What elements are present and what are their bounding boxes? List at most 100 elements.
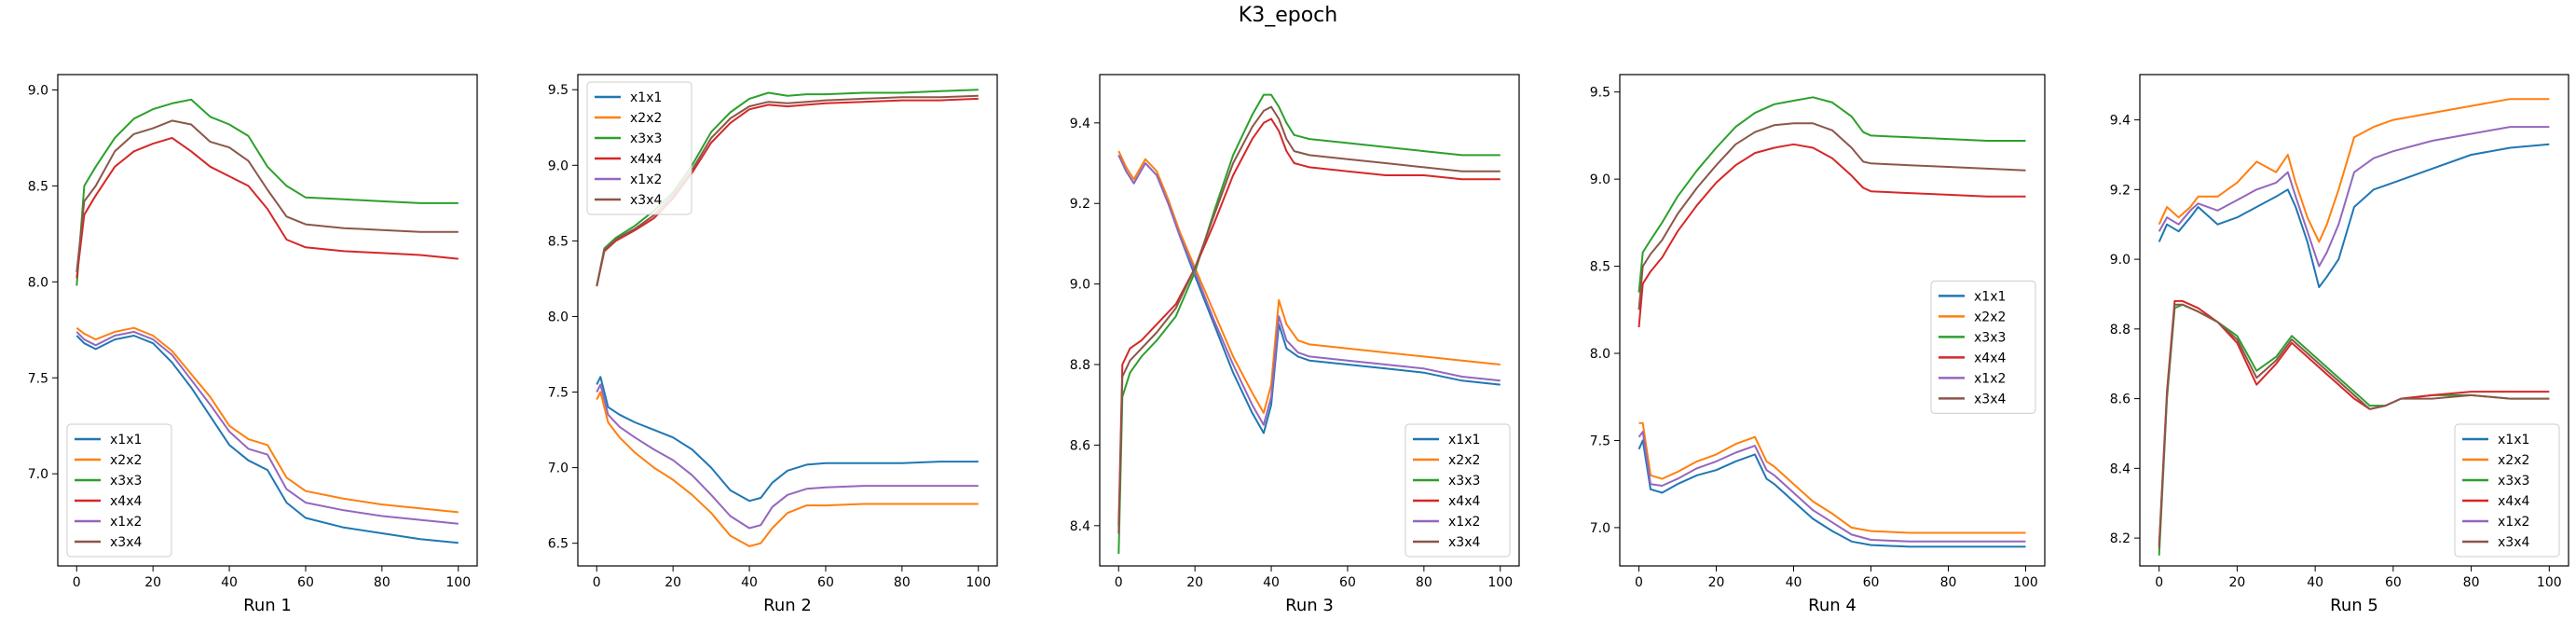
series-line-x3x4 [1117, 105, 1500, 534]
series-line-x3x4 [75, 119, 459, 273]
series-line-x2x2 [596, 391, 979, 547]
y-tick-label: 8.5 [548, 234, 569, 249]
series-line-x2x2 [2158, 98, 2550, 243]
series-line-x2x2 [1638, 421, 2026, 534]
legend-label-x4x4: x4x4 [1974, 351, 2006, 365]
x-tick-label: 60 [2385, 575, 2402, 590]
x-tick-label: 20 [144, 575, 161, 590]
legend-label-x3x3: x3x3 [2498, 474, 2529, 489]
x-tick-label: 40 [2307, 575, 2323, 590]
legend-box [1930, 280, 2036, 414]
legend-label-x2x2: x2x2 [630, 111, 662, 126]
legend-label-x1x2: x1x2 [110, 515, 142, 530]
legend-label-x4x4: x4x4 [110, 494, 142, 509]
series-line-x1x2 [1637, 431, 2026, 543]
x-tick-label: 60 [1339, 575, 1356, 590]
x-tick-label: 100 [966, 575, 991, 590]
x-axis-label: Run 1 [243, 596, 292, 615]
legend-label-x3x4: x3x4 [110, 535, 142, 550]
figure-title: K3_epoch [1238, 4, 1338, 27]
y-tick-label: 9.0 [28, 83, 48, 98]
chart-panel-5: 0 20 40 60 80 100 8.2 8.4 8.6 8.8 9.0 9.2 9.4 Run 5 x1… [2110, 74, 2569, 615]
series-line-x1x1 [596, 376, 979, 503]
x-axis-label: Run 2 [763, 596, 812, 615]
legend-label-x2x2: x2x2 [2498, 453, 2529, 468]
series-line-x4x4 [1117, 117, 1500, 526]
legend-label-x3x4: x3x4 [1448, 535, 1480, 550]
x-tick-label: 80 [1416, 575, 1432, 590]
y-tick-label: 6.5 [548, 537, 569, 552]
y-tick-label: 9.2 [2110, 183, 2131, 198]
legend-box [1404, 423, 1511, 558]
y-tick-label: 9.5 [1590, 86, 1610, 101]
legend-label-x3x3: x3x3 [1448, 474, 1480, 489]
series-line-x3x4 [2158, 303, 2550, 549]
legend: x1x1 x2x2 x3x3 x4x4 x1x2 x3x4 [586, 81, 692, 215]
legend-label-x3x3: x3x3 [110, 474, 142, 489]
x-tick-label: 40 [741, 575, 758, 590]
legend: x1x1 x2x2 x3x3 x4x4 x1x2 x3x4 [1404, 423, 1511, 558]
series-line-x1x2 [75, 330, 459, 525]
y-tick-label: 8.6 [2110, 393, 2131, 407]
y-tick-label: 7.5 [28, 371, 48, 386]
y-tick-label: 9.4 [1070, 117, 1090, 131]
legend-label-x3x3: x3x3 [1974, 330, 2006, 345]
legend-label-x1x1: x1x1 [110, 433, 142, 448]
axes-frame [577, 74, 998, 567]
series-line-x1x1 [1117, 154, 1500, 434]
x-tick-label: 20 [665, 575, 681, 590]
axes-frame [1619, 74, 2046, 567]
y-tick-label: 9.4 [2110, 114, 2131, 129]
y-tick-label: 9.0 [1070, 278, 1090, 293]
y-tick-label: 8.8 [2110, 323, 2131, 338]
axes-frame [57, 74, 478, 567]
y-tick-label: 8.4 [2110, 462, 2131, 476]
y-tick-label: 7.0 [1590, 521, 1610, 536]
series-line-x1x2 [596, 383, 979, 530]
series-line-x1x1 [1637, 439, 2026, 548]
legend-label-x4x4: x4x4 [2498, 494, 2529, 509]
series-line-x3x3 [75, 98, 459, 286]
x-tick-label: 100 [445, 575, 471, 590]
axes-frame [1099, 74, 1520, 567]
y-tick-label: 8.0 [548, 310, 569, 324]
x-tick-label: 0 [1635, 575, 1643, 590]
legend-label-x2x2: x2x2 [110, 453, 142, 468]
series-line-x1x2 [2158, 126, 2550, 268]
legend-label-x4x4: x4x4 [1448, 494, 1480, 509]
y-tick-label: 8.0 [28, 275, 48, 290]
series-line-x2x2 [1117, 150, 1500, 414]
x-tick-label: 80 [894, 575, 911, 590]
x-tick-label: 60 [817, 575, 834, 590]
series-line-x3x4 [1637, 122, 2026, 310]
x-tick-label: 0 [1115, 575, 1123, 590]
legend-box [66, 423, 172, 558]
chart-panel-2: 0 20 40 60 80 100 6.5 7.0 7.5 8.0 8.5 9.0 9.5 Run 2 x1… [548, 74, 998, 615]
x-tick-label: 0 [2155, 575, 2163, 590]
legend-box [586, 81, 692, 215]
legend-label-x3x3: x3x3 [630, 131, 662, 146]
series-line-x4x4 [596, 97, 979, 287]
series-line-x1x1 [2158, 143, 2550, 288]
x-tick-label: 20 [2229, 575, 2246, 590]
chart-panel-1: 0 20 40 60 80 100 7.0 7.5 8.0 8.5 9.0 Run 1 x1x1 x2x2… [28, 74, 478, 615]
y-tick-label: 8.4 [1070, 519, 1090, 534]
series-line-x1x2 [1117, 154, 1500, 426]
series-line-x4x4 [1637, 143, 2026, 328]
y-tick-label: 9.5 [548, 83, 569, 98]
legend: x1x1 x2x2 x3x3 x4x4 x1x2 x3x4 [66, 423, 172, 558]
series-line-x4x4 [75, 136, 459, 279]
legend: x1x1 x2x2 x3x3 x4x4 x1x2 x3x4 [2454, 423, 2560, 558]
y-tick-label: 7.0 [548, 462, 569, 476]
legend-box [2454, 423, 2560, 558]
series-line-x2x2 [75, 326, 459, 514]
x-tick-label: 80 [374, 575, 391, 590]
x-tick-label: 40 [1786, 575, 1802, 590]
series-line-x4x4 [2158, 299, 2550, 545]
legend: x1x1 x2x2 x3x3 x4x4 x1x2 x3x4 [1930, 280, 2036, 414]
series-line-x3x3 [1117, 93, 1500, 555]
y-tick-label: 8.2 [2110, 531, 2131, 546]
series-line-x3x3 [596, 89, 979, 287]
